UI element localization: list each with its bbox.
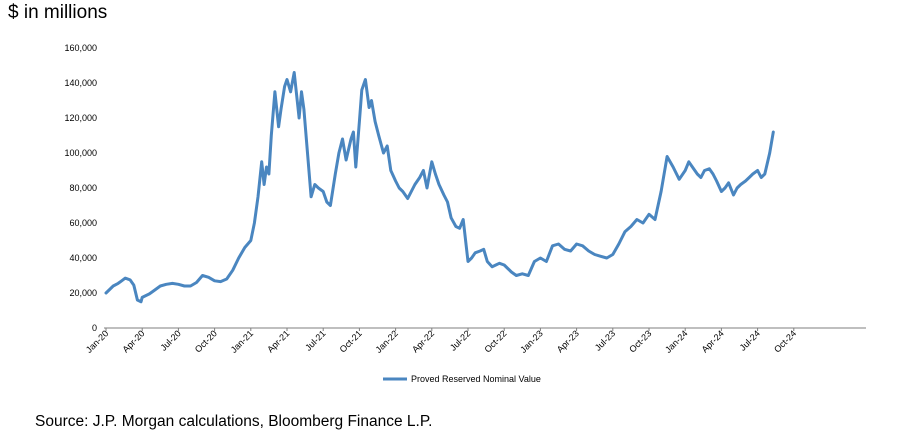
y-tick-label: 40,000 <box>69 253 97 263</box>
x-tick-label: Jul-23 <box>593 328 617 352</box>
x-tick-label: Jul-24 <box>738 328 762 352</box>
y-tick-label: 60,000 <box>69 218 97 228</box>
y-tick-label: 0 <box>92 323 97 333</box>
x-tick-label: Oct-23 <box>627 328 653 354</box>
x-tick-label: Apr-22 <box>410 328 436 354</box>
x-tick-label: Oct-24 <box>772 328 798 354</box>
x-tick-label: Jan-24 <box>663 328 690 355</box>
unit-label: $ in millions <box>8 2 108 23</box>
x-tick-label: Jan-21 <box>229 328 256 355</box>
x-tick-label: Apr-23 <box>555 328 581 354</box>
x-tick-label: Jan-20 <box>84 328 111 355</box>
x-tick-label: Oct-20 <box>193 328 219 354</box>
x-axis-ticks: Jan-20 Apr-20 Jul-20 Oct-20 Jan-21 Apr-21 Jul-… <box>84 328 798 355</box>
x-tick-label: Jan-23 <box>518 328 545 355</box>
legend-label: Proved Reserved Nominal Value <box>411 374 541 384</box>
x-tick-label: Apr-20 <box>120 328 146 354</box>
y-tick-label: 120,000 <box>64 113 97 123</box>
y-tick-label: 20,000 <box>69 288 97 298</box>
x-tick-label: Jan-22 <box>373 328 400 355</box>
y-tick-label: 100,000 <box>64 148 97 158</box>
y-tick-label: 160,000 <box>64 43 97 53</box>
source-note: Source: J.P. Morgan calculations, Bloomb… <box>35 413 433 430</box>
x-tick-label: Apr-21 <box>265 328 291 354</box>
x-tick-label: Oct-22 <box>482 328 508 354</box>
x-tick-label: Jul-22 <box>448 328 472 352</box>
legend: Proved Reserved Nominal Value <box>383 374 541 384</box>
y-axis-ticks: 0 20,000 40,000 60,000 80,000 100,000 120,000 1… <box>64 43 97 333</box>
x-tick-label: Jul-21 <box>303 328 327 352</box>
x-tick-label: Jul-20 <box>158 328 182 352</box>
series-line-proved-reserved <box>104 71 775 304</box>
x-tick-label: Apr-24 <box>700 328 726 354</box>
y-tick-label: 80,000 <box>69 183 97 193</box>
y-tick-label: 140,000 <box>64 78 97 88</box>
x-tick-label: Oct-21 <box>338 328 364 354</box>
